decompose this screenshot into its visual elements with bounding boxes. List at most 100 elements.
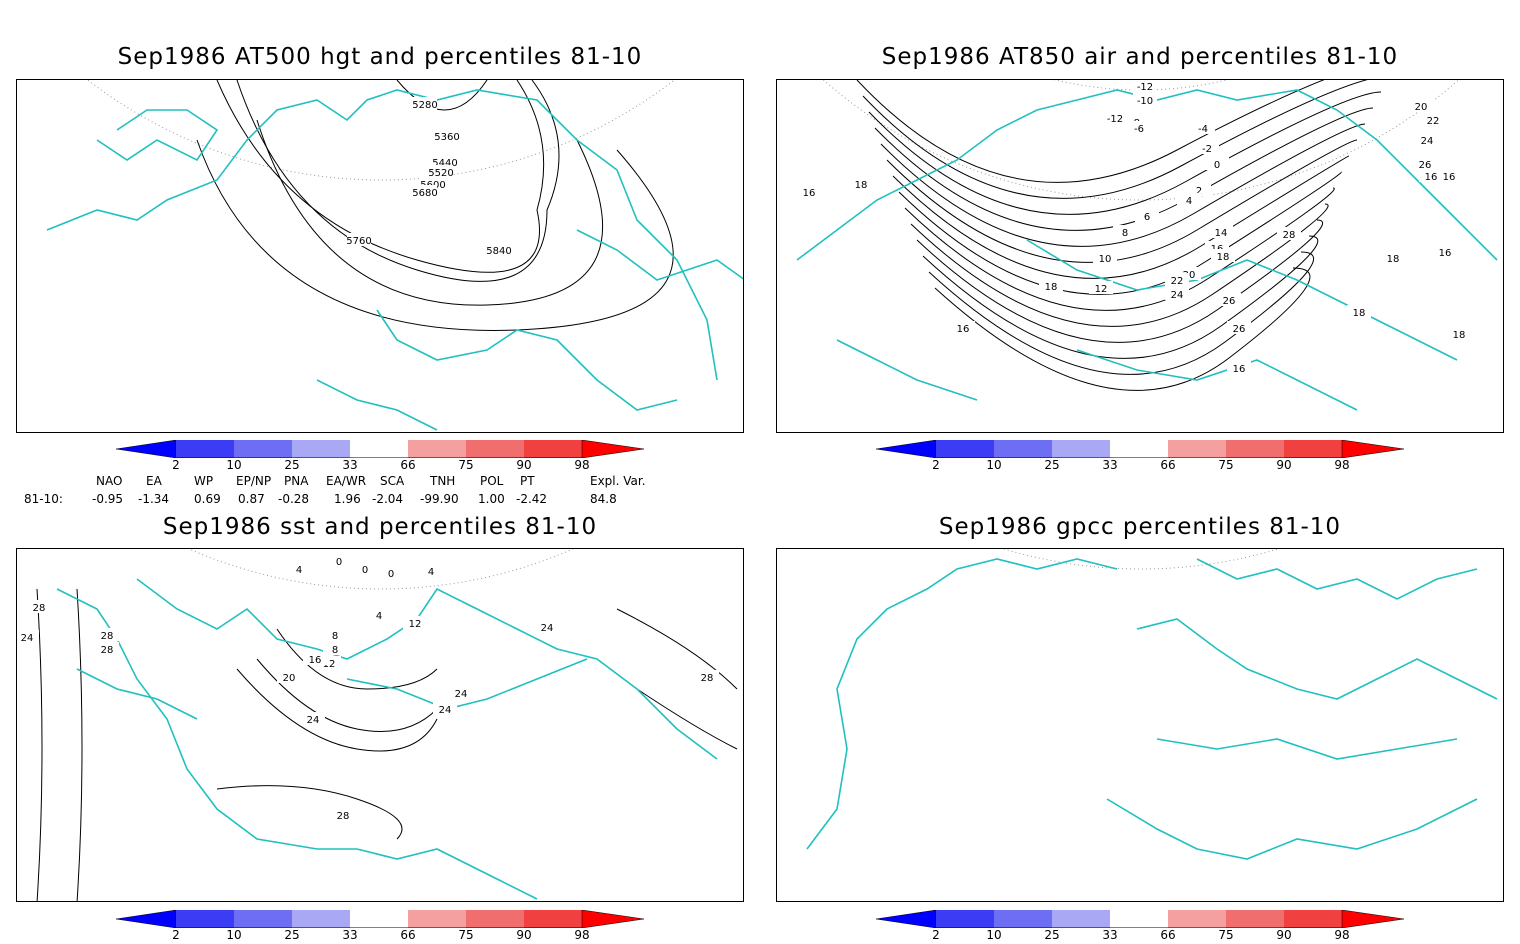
index-header: NAO — [96, 474, 123, 488]
colorbar-tick-label: 25 — [284, 928, 300, 942]
contour-label-bg — [1421, 113, 1445, 126]
contour-label-group: 18 — [1347, 305, 1371, 319]
contour-label-bg — [17, 630, 39, 643]
colorbar-swatch — [1052, 910, 1110, 928]
contour-line — [636, 688, 738, 750]
colorbar-tick-label: 10 — [986, 458, 1002, 472]
contour-label-bg — [301, 712, 325, 725]
contour-label: 22 — [1171, 276, 1184, 287]
coastline — [1156, 738, 1458, 760]
projection-mask — [777, 549, 1503, 901]
contour-line — [36, 588, 43, 901]
coastline — [76, 668, 198, 720]
contour-label: 5440 — [432, 158, 457, 169]
colorbar-tick-label: 90 — [516, 928, 532, 942]
contour-label-bg — [1409, 99, 1433, 112]
contour-label-bg — [487, 243, 511, 256]
colorbar-swatch — [234, 910, 292, 928]
contour-label-bg — [277, 670, 301, 683]
contour-label-group: 5360 — [434, 129, 460, 143]
contour-label-bg — [1039, 279, 1063, 292]
contour-label: 4 — [428, 567, 434, 578]
index-value: -0.28 — [278, 492, 310, 506]
colorbar-top-left-labels: 2 10 25 33 66 75 90 98 — [116, 458, 644, 474]
coastline — [96, 109, 219, 162]
contour-label: 28 — [1283, 230, 1296, 241]
contour-label-bg — [849, 177, 873, 190]
contour-label-bg — [1227, 321, 1251, 334]
contour-label: 24 — [21, 633, 34, 644]
colorbar-swatch — [1284, 440, 1342, 458]
index-header: WP — [194, 474, 214, 488]
contour-label-bg — [695, 670, 719, 683]
colorbar-tick-label: 10 — [226, 928, 242, 942]
contour-label: 26 — [1419, 160, 1432, 171]
contour-label-group: 24 — [17, 630, 39, 644]
contour-label-group: 20 — [1409, 99, 1433, 113]
contour-line — [892, 155, 1350, 279]
contour-label: 18 — [1217, 252, 1230, 263]
contour-line — [928, 251, 1315, 375]
contour-label: 0 — [362, 565, 368, 576]
projection-mask — [777, 80, 1503, 432]
contour-label: 6 — [1144, 212, 1150, 223]
index-header: EA — [146, 474, 162, 488]
contour-label-bg — [1127, 121, 1151, 134]
map-hgt-canvas: 52805360544055205600568057605840 — [17, 80, 743, 432]
colorbar-top-left-swatches — [116, 440, 644, 458]
contour-label-group: -4 — [1191, 121, 1215, 135]
index-value: -2.42 — [516, 492, 548, 506]
contour-label-bg — [379, 566, 403, 579]
colorbar-swatch — [292, 910, 350, 928]
projection-mask — [17, 80, 743, 432]
contour-label-group: 0 — [1205, 157, 1229, 171]
coastline — [1026, 239, 1458, 361]
contour-label-group: 4 — [419, 564, 443, 578]
contour-label-bg — [353, 562, 377, 575]
contour-label: 16 — [1439, 248, 1452, 259]
index-value: 0.69 — [194, 492, 221, 506]
panel-title-air: Sep1986 AT850 air and percentiles 81-10 — [881, 44, 1399, 70]
index-header: Expl. Var. — [590, 474, 646, 488]
contour-label-group: 22 — [1165, 273, 1189, 287]
contour-label-group: 28 — [1277, 227, 1301, 241]
contour-line — [916, 219, 1324, 343]
colorbar-arrow-high — [581, 440, 644, 458]
contour-label: 18 — [1353, 308, 1366, 319]
index-header: EA/WR — [326, 474, 367, 488]
contour-label-group: 16 — [951, 321, 975, 335]
colorbar-tick-label: 90 — [516, 458, 532, 472]
coastline — [316, 379, 438, 431]
colorbar-swatch — [176, 910, 234, 928]
contour-label-bg — [95, 628, 119, 641]
colorbar-bottom-left: 2 10 25 33 66 75 90 98 — [116, 910, 644, 942]
contour-label: 0 — [336, 557, 342, 568]
contour-line — [880, 123, 1366, 247]
colorbar-swatch — [994, 910, 1052, 928]
contour-label-bg — [1195, 141, 1219, 154]
map-gpcc-canvas — [777, 549, 1503, 901]
colorbar-arrow-high — [1341, 910, 1404, 928]
contour-label-bg — [327, 554, 351, 567]
index-value: 1.00 — [478, 492, 505, 506]
contour-label-group: 0 — [353, 562, 377, 576]
contour-label: 24 — [1171, 290, 1184, 301]
contour-label: 16 — [1443, 172, 1456, 183]
contour-line — [886, 139, 1358, 263]
colorbar-bottom-right-labels: 2 10 25 33 66 75 90 98 — [876, 928, 1404, 944]
contour-label: 4 — [376, 611, 382, 622]
colorbar-tick-label: 66 — [400, 458, 416, 472]
contour-line — [934, 267, 1311, 391]
contour-label-group: 16 — [303, 652, 327, 666]
contour-label-bg — [951, 321, 975, 334]
colorbar-swatch — [1226, 440, 1284, 458]
contour-label-bg — [1205, 157, 1229, 170]
contour-label-bg — [433, 702, 457, 715]
contour-label: 8 — [1122, 228, 1128, 239]
contour-label: 0 — [388, 569, 394, 580]
contour-line — [76, 588, 83, 901]
contour-label: 16 — [1233, 364, 1246, 375]
contour-label-group: 24 — [1415, 133, 1439, 147]
contour-label-group: 20 — [277, 670, 301, 684]
contour-label: 20 — [1415, 102, 1428, 113]
